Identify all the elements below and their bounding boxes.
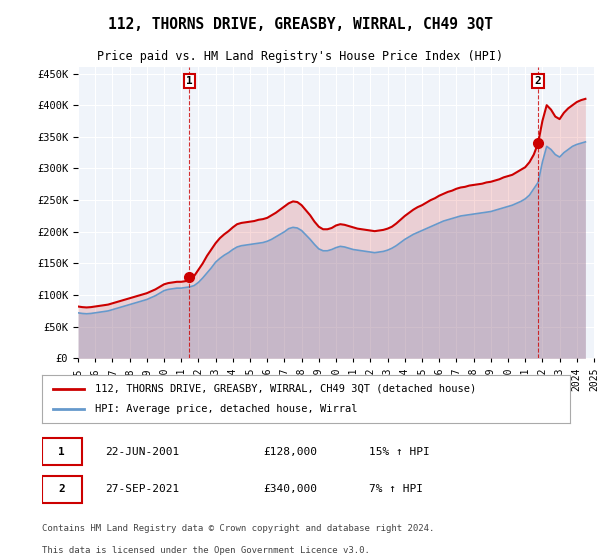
Text: 2: 2 bbox=[535, 76, 541, 86]
Text: Price paid vs. HM Land Registry's House Price Index (HPI): Price paid vs. HM Land Registry's House … bbox=[97, 50, 503, 63]
Text: 7% ↑ HPI: 7% ↑ HPI bbox=[370, 484, 424, 494]
Text: HPI: Average price, detached house, Wirral: HPI: Average price, detached house, Wirr… bbox=[95, 404, 358, 414]
Text: This data is licensed under the Open Government Licence v3.0.: This data is licensed under the Open Gov… bbox=[42, 546, 370, 555]
Text: 27-SEP-2021: 27-SEP-2021 bbox=[106, 484, 179, 494]
FancyBboxPatch shape bbox=[42, 438, 82, 465]
Text: £128,000: £128,000 bbox=[264, 446, 318, 456]
Text: 112, THORNS DRIVE, GREASBY, WIRRAL, CH49 3QT (detached house): 112, THORNS DRIVE, GREASBY, WIRRAL, CH49… bbox=[95, 384, 476, 394]
Text: 15% ↑ HPI: 15% ↑ HPI bbox=[370, 446, 430, 456]
Text: Contains HM Land Registry data © Crown copyright and database right 2024.: Contains HM Land Registry data © Crown c… bbox=[42, 524, 434, 533]
Text: 2: 2 bbox=[58, 484, 65, 494]
Text: 22-JUN-2001: 22-JUN-2001 bbox=[106, 446, 179, 456]
Text: 1: 1 bbox=[186, 76, 193, 86]
Text: 112, THORNS DRIVE, GREASBY, WIRRAL, CH49 3QT: 112, THORNS DRIVE, GREASBY, WIRRAL, CH49… bbox=[107, 17, 493, 32]
FancyBboxPatch shape bbox=[42, 476, 82, 502]
Text: 1: 1 bbox=[58, 446, 65, 456]
Text: £340,000: £340,000 bbox=[264, 484, 318, 494]
